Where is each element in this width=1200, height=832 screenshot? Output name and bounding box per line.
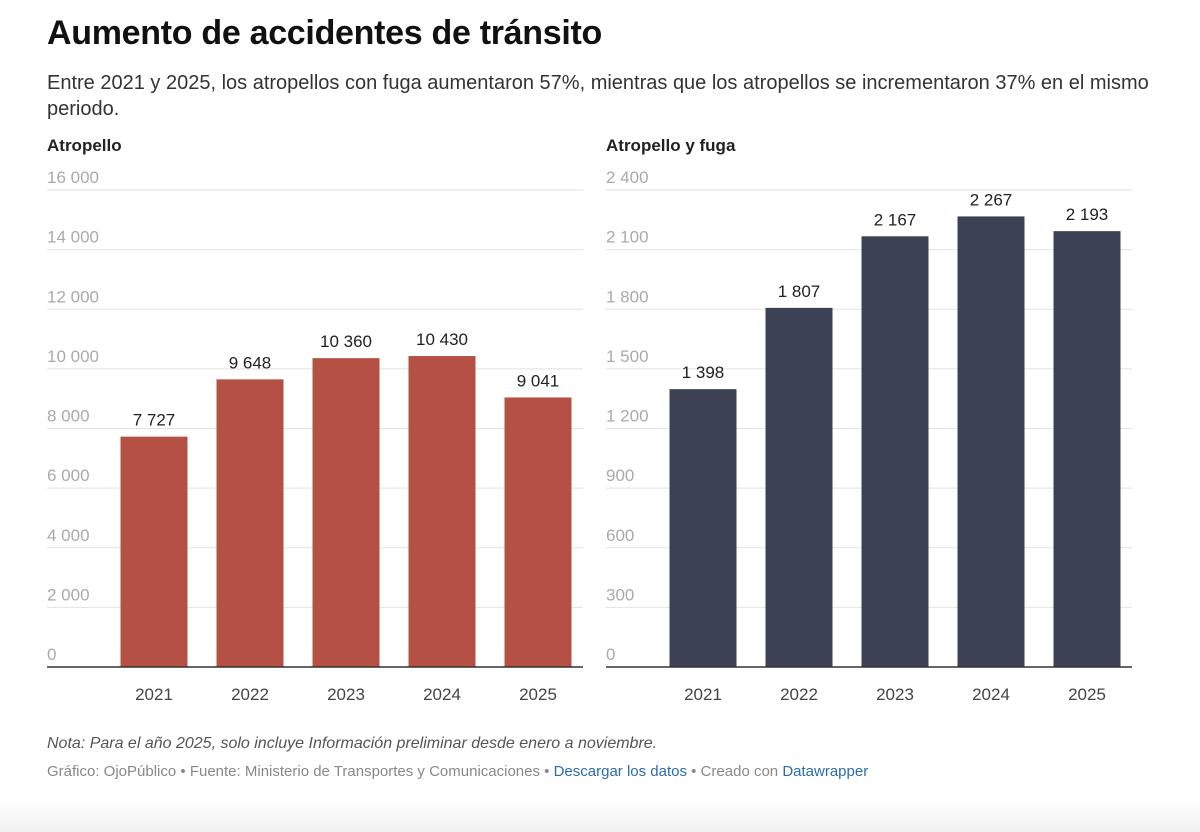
download-data-link[interactable]: Descargar los datos [554, 763, 687, 780]
y-tick-label: 8 000 [47, 407, 90, 426]
y-tick-label: 2 000 [47, 585, 90, 604]
bar-value-label: 7 727 [133, 411, 176, 430]
bottom-shade [0, 800, 1200, 832]
y-tick-label: 1 500 [606, 347, 649, 366]
y-tick-label: 6 000 [47, 466, 90, 485]
chart-note: Nota: Para el año 2025, solo incluye Inf… [47, 735, 657, 753]
bar-value-label: 9 648 [229, 353, 272, 372]
y-tick-label: 2 100 [606, 228, 649, 247]
y-tick-label: 12 000 [47, 287, 99, 306]
x-tick-label: 2025 [519, 685, 557, 704]
x-tick-label: 2022 [231, 685, 269, 704]
source-text: Fuente: Ministerio de Transportes y Comu… [190, 763, 540, 780]
bar-2023 [862, 236, 929, 667]
x-tick-label: 2021 [684, 685, 722, 704]
bar-value-label: 2 167 [874, 210, 917, 229]
bar-value-label: 2 193 [1066, 205, 1109, 224]
y-tick-label: 10 000 [47, 347, 99, 366]
x-tick-label: 2023 [327, 685, 365, 704]
x-tick-label: 2024 [972, 685, 1010, 704]
bar-value-label: 9 041 [517, 371, 560, 390]
bar-2023 [313, 358, 380, 667]
bar-2022 [766, 308, 833, 667]
footer-separator: • [540, 763, 554, 780]
bar-2024 [409, 356, 476, 667]
bar-2021 [121, 437, 188, 667]
footer-separator: • [687, 763, 701, 780]
y-tick-label: 2 400 [606, 168, 649, 187]
bar-value-label: 10 430 [416, 330, 468, 349]
bar-2025 [505, 397, 572, 667]
x-tick-label: 2024 [423, 685, 461, 704]
bar-value-label: 1 398 [682, 363, 725, 382]
y-tick-label: 1 800 [606, 287, 649, 306]
y-tick-label: 900 [606, 466, 634, 485]
bar-value-label: 2 267 [970, 190, 1013, 209]
bar-2021 [670, 389, 737, 667]
bar-2025 [1054, 231, 1121, 667]
bar-2024 [958, 216, 1025, 667]
credit-text: Gráfico: OjoPúblico [47, 763, 176, 780]
y-tick-label: 300 [606, 585, 634, 604]
y-tick-label: 0 [606, 645, 615, 664]
bar-value-label: 10 360 [320, 332, 372, 351]
created-with-text: Creado con [701, 763, 783, 780]
y-tick-label: 600 [606, 526, 634, 545]
x-tick-label: 2023 [876, 685, 914, 704]
bar-value-label: 1 807 [778, 282, 821, 301]
y-tick-label: 4 000 [47, 526, 90, 545]
x-tick-label: 2021 [135, 685, 173, 704]
chart-footer: Gráfico: OjoPúblico • Fuente: Ministerio… [47, 763, 868, 780]
footer-separator: • [176, 763, 190, 780]
y-tick-label: 0 [47, 645, 56, 664]
y-tick-label: 14 000 [47, 228, 99, 247]
bar-2022 [217, 379, 284, 667]
y-tick-label: 1 200 [606, 407, 649, 426]
x-tick-label: 2025 [1068, 685, 1106, 704]
x-tick-label: 2022 [780, 685, 818, 704]
y-tick-label: 16 000 [47, 168, 99, 187]
datawrapper-link[interactable]: Datawrapper [782, 763, 868, 780]
